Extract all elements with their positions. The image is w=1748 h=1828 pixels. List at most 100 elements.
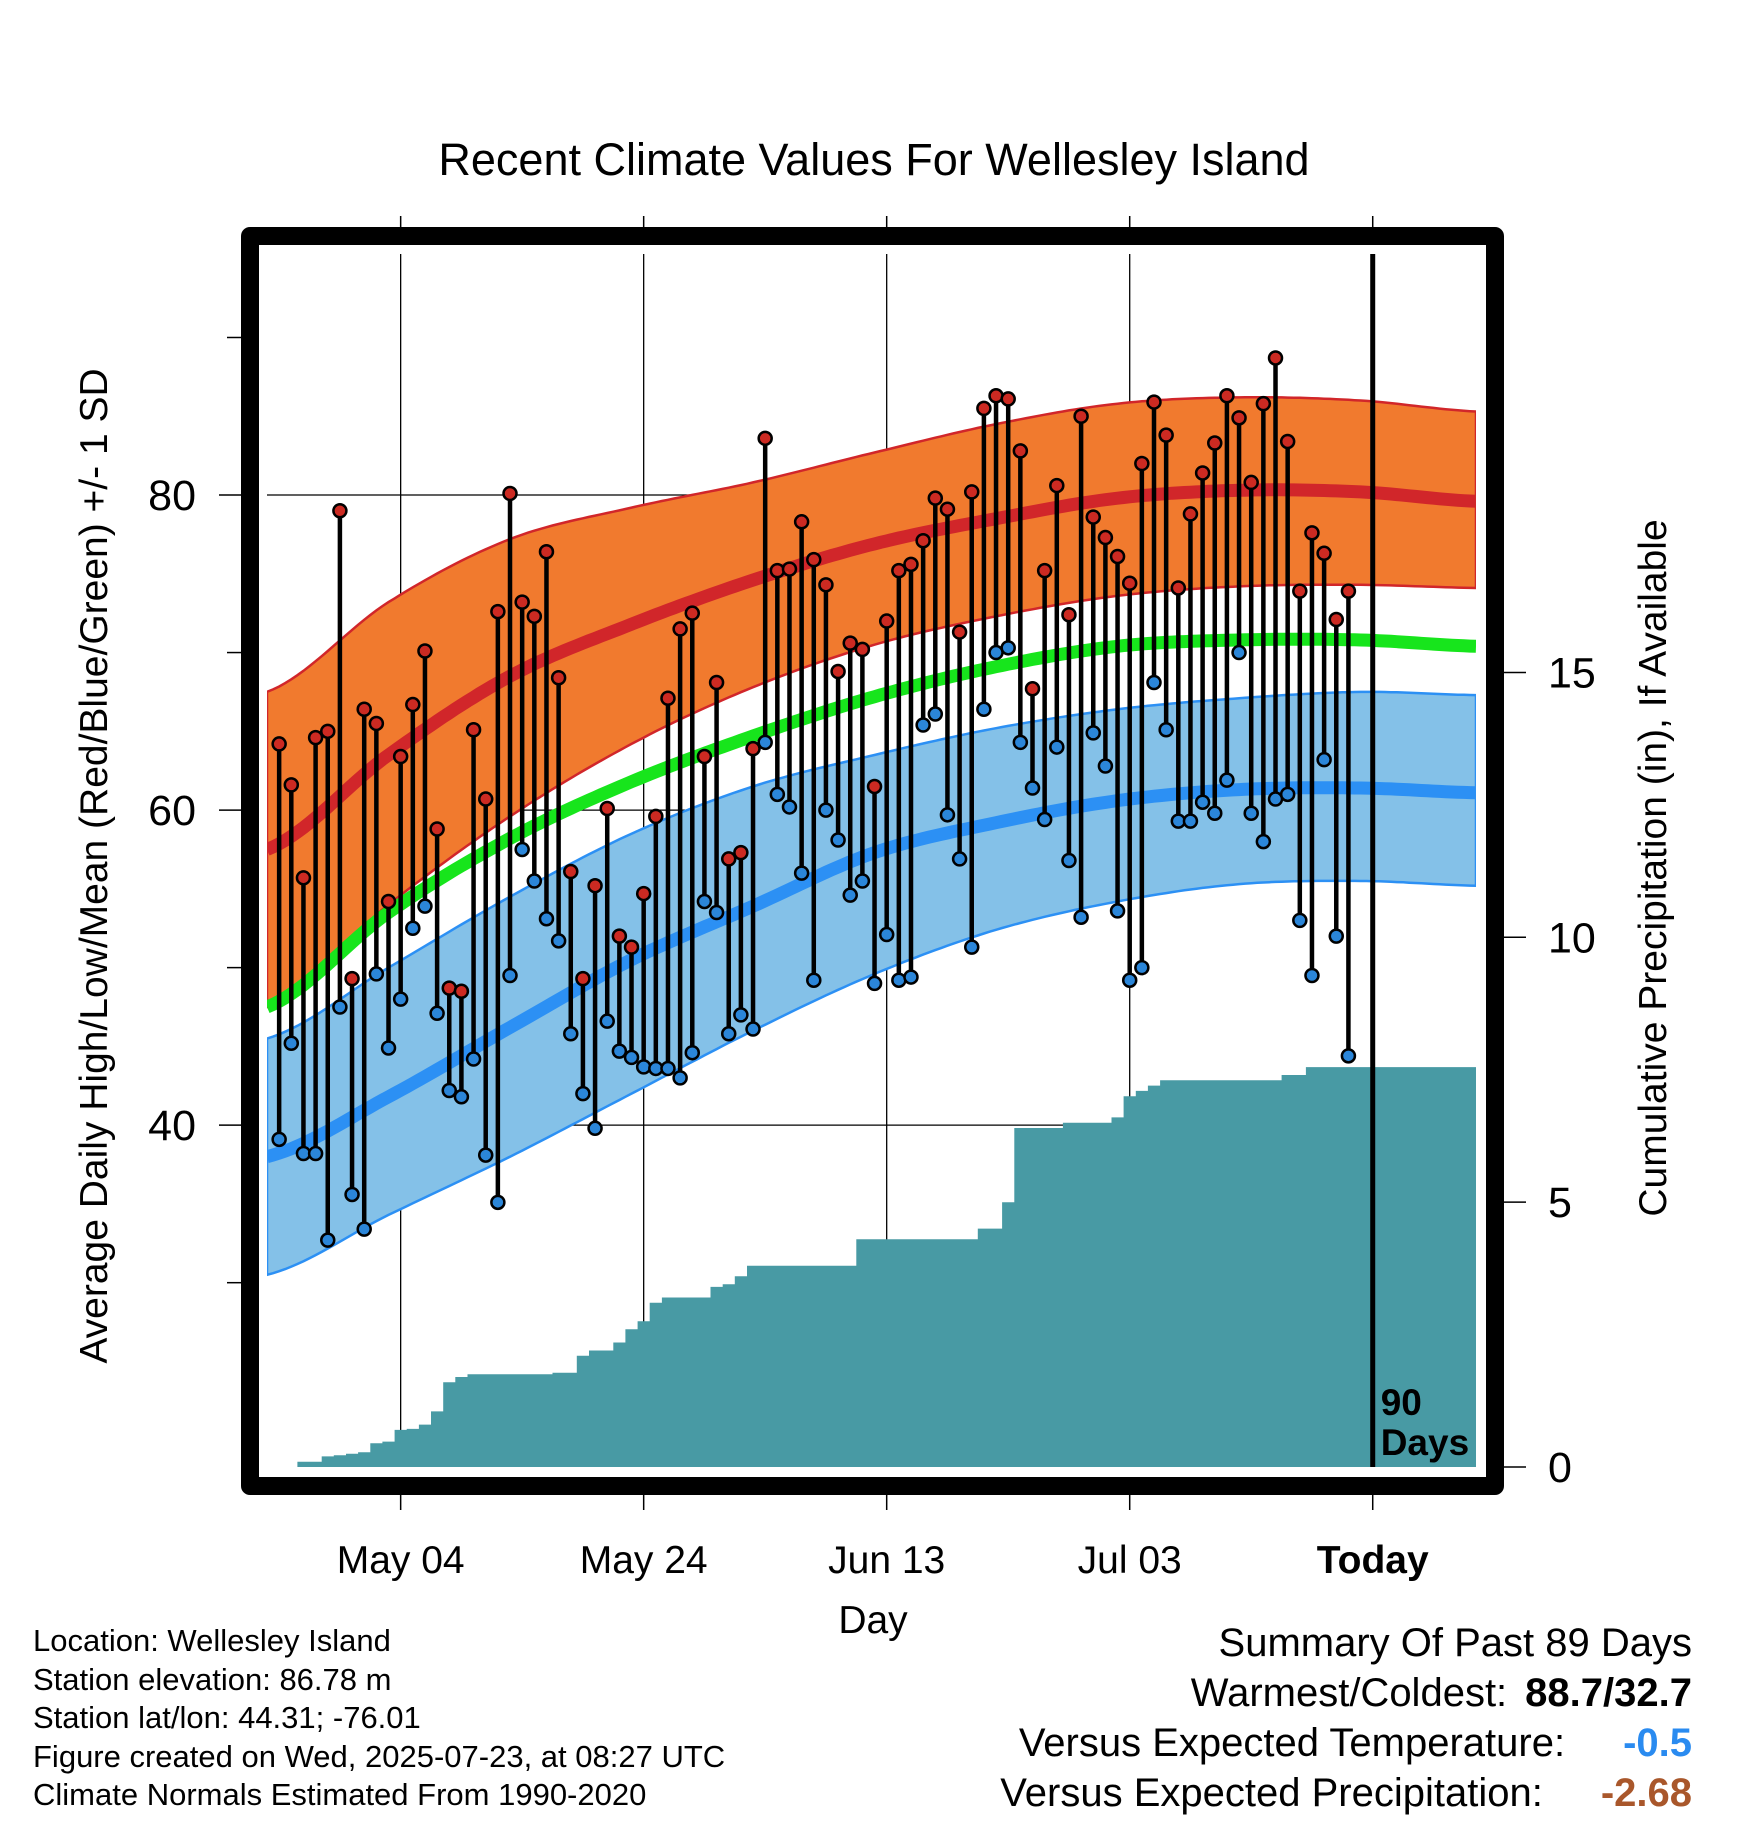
high-point	[963, 484, 980, 500]
low-point	[453, 1089, 470, 1105]
low-point	[1292, 912, 1308, 929]
high-point	[1170, 580, 1187, 596]
high-point	[757, 430, 773, 447]
high-point	[660, 690, 676, 706]
low-point	[1255, 833, 1272, 850]
y2-tick-label: 15	[1548, 649, 1596, 697]
low-point	[405, 920, 421, 936]
warmest-label: Warmest/Coldest:	[1190, 1671, 1508, 1715]
summary-warmest-row: Warmest/Coldest: 88.7/32.7	[1000, 1668, 1692, 1718]
high-point	[429, 821, 445, 837]
high-point	[696, 748, 713, 765]
plot-frame	[241, 227, 1504, 1495]
x-tick-label: Today	[1317, 1539, 1429, 1582]
high-point	[1304, 525, 1320, 541]
high-point	[830, 663, 846, 680]
low-point	[1024, 780, 1041, 796]
high-point	[477, 791, 494, 807]
high-point	[611, 928, 628, 944]
low-point	[915, 717, 931, 733]
elevation-text: Station elevation: 86.78 m	[33, 1661, 392, 1697]
low-point	[684, 1044, 701, 1061]
low-point	[745, 1021, 761, 1037]
low-point	[781, 799, 798, 815]
today-days-number: 90	[1381, 1382, 1422, 1423]
low-point	[332, 999, 348, 1015]
high-point	[976, 400, 992, 417]
high-point	[878, 613, 895, 629]
high-point	[1182, 506, 1199, 522]
low-point	[1207, 805, 1223, 821]
low-point	[465, 1051, 482, 1067]
high-point	[1109, 548, 1126, 565]
high-point	[1328, 611, 1345, 628]
high-point	[417, 643, 433, 659]
low-point	[526, 873, 543, 889]
low-point	[490, 1194, 506, 1211]
low-point	[818, 802, 834, 818]
high-point	[514, 594, 530, 610]
low-point	[623, 1049, 640, 1066]
high-point	[635, 885, 652, 902]
high-point	[1073, 408, 1089, 425]
low-point	[1243, 805, 1259, 821]
high-point	[599, 800, 615, 817]
high-point	[1207, 435, 1223, 451]
high-point	[1036, 562, 1053, 579]
high-point	[939, 501, 956, 517]
low-point	[417, 898, 433, 914]
high-point	[1243, 474, 1259, 491]
high-point	[1012, 443, 1029, 459]
low-point	[1085, 725, 1102, 741]
high-point	[951, 624, 968, 640]
summary-title: Summary Of Past 89 Days	[1218, 1621, 1692, 1665]
x-tick-label: May 04	[337, 1539, 465, 1582]
low-point	[1279, 786, 1296, 803]
high-point	[842, 635, 858, 651]
high-point	[623, 939, 640, 955]
warmest-value: 88.7/32.7	[1525, 1671, 1692, 1715]
x-tick-label: May 24	[580, 1539, 708, 1582]
y2-tick-label: 0	[1548, 1444, 1572, 1492]
temp-value: -0.5	[1623, 1721, 1692, 1765]
high-point	[332, 503, 348, 519]
high-point	[891, 562, 907, 579]
low-point	[878, 926, 895, 943]
normals-text: Climate Normals Estimated From 1990-2020	[33, 1777, 647, 1812]
low-point	[939, 807, 956, 823]
low-point	[392, 991, 409, 1007]
high-point	[1292, 583, 1308, 599]
low-point	[611, 1043, 628, 1059]
high-point	[903, 556, 919, 573]
daily-bars	[271, 350, 1357, 1248]
low-point	[1231, 644, 1247, 661]
high-point	[806, 551, 822, 568]
high-point	[550, 670, 567, 686]
high-point	[818, 577, 834, 593]
high-point	[1279, 433, 1296, 450]
y2-tick-label: 5	[1548, 1179, 1572, 1227]
low-point	[963, 939, 980, 955]
low-point	[599, 1013, 615, 1029]
y-tick-label: 40	[148, 1102, 196, 1150]
high-point	[1231, 410, 1247, 426]
low-point	[660, 1060, 676, 1077]
high-point	[1146, 394, 1162, 410]
high-point	[1340, 583, 1357, 599]
low-point	[356, 1221, 372, 1237]
high-point	[320, 723, 336, 740]
low-point	[1036, 811, 1053, 828]
low-point	[1049, 739, 1065, 755]
precip-value: -2.68	[1600, 1771, 1692, 1815]
summary-panel: Summary Of Past 89 Days Warmest/Coldest:…	[1000, 1618, 1692, 1818]
high-point	[1255, 395, 1272, 412]
station-info: Location: Wellesley Island Station eleva…	[33, 1622, 725, 1815]
high-point	[1134, 455, 1150, 472]
low-point	[672, 1070, 688, 1086]
y2-axis-label: Cumulative Precipitation (in), If Availa…	[1632, 519, 1675, 1216]
high-point	[563, 863, 579, 880]
low-point	[429, 1005, 445, 1022]
high-point	[502, 485, 518, 502]
low-point	[271, 1131, 287, 1148]
